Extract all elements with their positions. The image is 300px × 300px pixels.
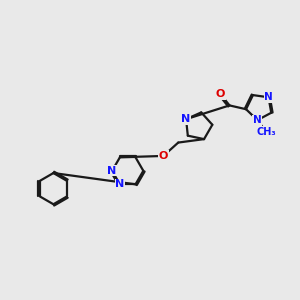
Text: O: O xyxy=(216,89,225,99)
Text: N: N xyxy=(264,92,273,102)
Text: N: N xyxy=(107,166,117,176)
Text: N: N xyxy=(253,115,262,125)
Text: N: N xyxy=(182,114,191,124)
Text: N: N xyxy=(115,179,124,189)
Text: CH₃: CH₃ xyxy=(256,127,276,137)
Text: O: O xyxy=(159,151,168,161)
